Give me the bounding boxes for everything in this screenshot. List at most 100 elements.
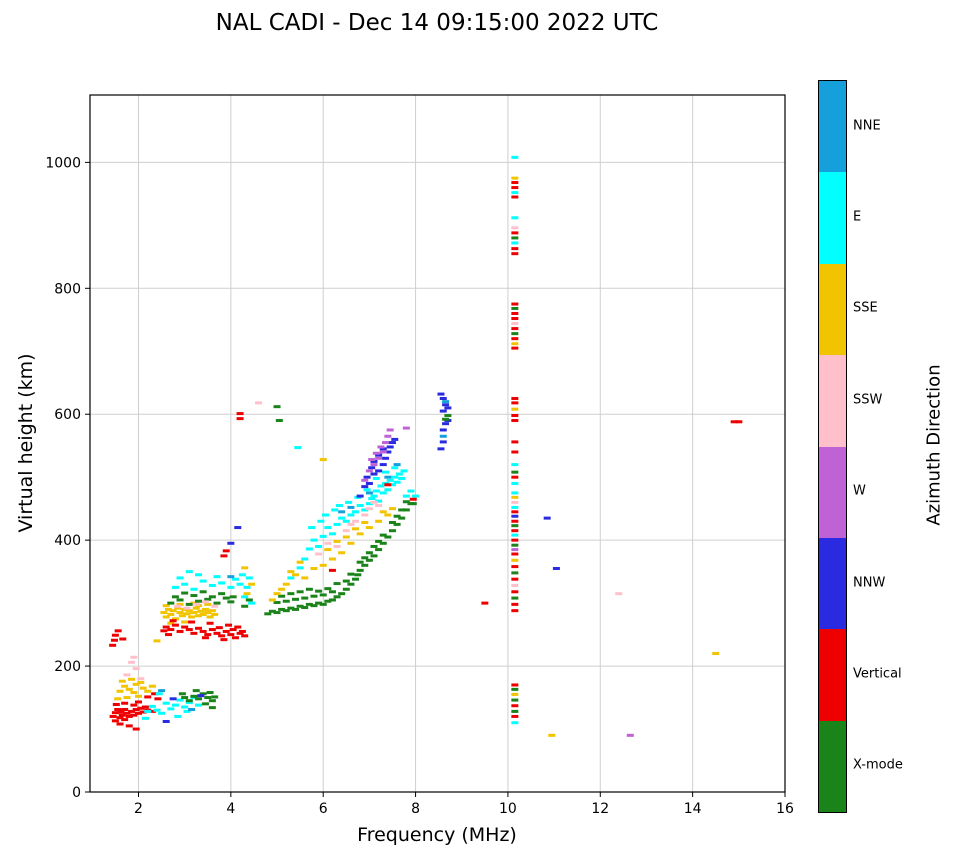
scatter-point	[206, 615, 214, 619]
y-tick-label: 600	[54, 407, 81, 423]
scatter-point	[382, 470, 390, 474]
scatter-point	[352, 519, 360, 523]
scatter-point	[363, 475, 371, 479]
scatter-point	[388, 483, 396, 487]
scatter-point	[356, 504, 364, 508]
scatter-point	[238, 629, 246, 633]
scatter-point	[511, 470, 519, 474]
scatter-point	[511, 252, 519, 256]
scatter-point	[365, 558, 373, 562]
scatter-point	[511, 332, 519, 336]
scatter-point	[116, 716, 124, 720]
scatter-point	[712, 651, 720, 655]
scatter-point	[511, 195, 519, 199]
scatter-point	[117, 710, 125, 714]
scatter-point	[511, 346, 519, 350]
scatter-point	[174, 604, 182, 608]
scatter-point	[370, 554, 378, 558]
scatter-point	[328, 598, 336, 602]
scatter-point	[119, 637, 127, 641]
scatter-point	[130, 713, 138, 717]
x-tick-label: 8	[411, 801, 420, 817]
scatter-point	[388, 441, 396, 445]
colorbar	[818, 80, 847, 813]
scatter-point	[278, 594, 286, 598]
scatter-point	[165, 633, 173, 637]
scatter-point	[615, 592, 623, 596]
scatter-point	[375, 453, 383, 457]
scatter-point	[402, 494, 410, 498]
scatter-point	[171, 585, 179, 589]
scatter-point	[234, 625, 242, 629]
scatter-point	[245, 576, 253, 580]
scatter-point	[511, 519, 519, 523]
scatter-point	[195, 697, 203, 701]
scatter-point	[116, 689, 124, 693]
scatter-point	[291, 597, 299, 601]
scatter-point	[368, 458, 376, 462]
scatter-point	[324, 526, 332, 530]
scatter-point	[315, 601, 323, 605]
scatter-point	[370, 544, 378, 548]
x-tick-label: 10	[499, 801, 517, 817]
scatter-point	[153, 708, 161, 712]
chart-title: NAL CADI - Dec 14 09:15:00 2022 UTC	[215, 10, 659, 36]
scatter-point	[365, 526, 373, 530]
scatter-point	[511, 413, 519, 417]
scatter-point	[171, 703, 179, 707]
scatter-point	[511, 529, 519, 533]
scatter-point	[361, 485, 369, 489]
scatter-point	[356, 568, 364, 572]
colorbar-label-ssw: SSW	[853, 392, 883, 408]
scatter-point	[234, 526, 242, 530]
scatter-point	[365, 551, 373, 555]
scatter-point	[345, 500, 353, 504]
scatter-point	[178, 614, 186, 618]
colorbar-segment-ssw	[819, 355, 846, 447]
scatter-point	[204, 696, 212, 700]
scatter-point	[511, 247, 519, 251]
y-tick-label: 200	[54, 659, 81, 675]
scatter-point	[116, 722, 124, 726]
scatter-point	[372, 476, 380, 480]
scatter-point	[511, 495, 519, 499]
scatter-point	[208, 628, 216, 632]
scatter-point	[333, 582, 341, 586]
scatter-point	[110, 638, 118, 642]
scatter-point	[128, 709, 136, 713]
scatter-point	[511, 692, 519, 696]
scatter-point	[442, 417, 450, 421]
scatter-point	[174, 714, 182, 718]
scatter-point	[192, 602, 200, 606]
scatter-point	[243, 592, 251, 596]
scatter-point	[391, 437, 399, 441]
scatter-point	[181, 625, 189, 629]
scatter-point	[294, 446, 302, 450]
x-tick-label: 2	[134, 801, 143, 817]
scatter-point	[333, 522, 341, 526]
scatter-point	[273, 611, 281, 615]
scatter-point	[264, 612, 272, 616]
scatter-point	[236, 582, 244, 586]
x-tick-label: 4	[226, 801, 235, 817]
scatter-point	[511, 401, 519, 405]
scatter-point	[167, 612, 175, 616]
scatter-point	[322, 513, 330, 517]
scatter-point	[208, 595, 216, 599]
scatter-point	[125, 714, 133, 718]
scatter-point	[301, 576, 309, 580]
scatter-point	[162, 701, 170, 705]
scatter-point	[121, 708, 129, 712]
scatter-point	[333, 539, 341, 543]
scatter-point	[165, 607, 173, 611]
colorbar-segment-x-mode	[819, 720, 846, 812]
scatter-point	[370, 463, 378, 467]
scatter-point	[379, 463, 387, 467]
y-tick-label: 0	[72, 785, 81, 801]
scatter-point	[248, 582, 256, 586]
scatter-point	[328, 532, 336, 536]
colorbar-segment-nnw	[819, 537, 846, 630]
scatter-point	[199, 629, 207, 633]
x-tick-label: 16	[776, 801, 794, 817]
scatter-point	[319, 534, 327, 538]
